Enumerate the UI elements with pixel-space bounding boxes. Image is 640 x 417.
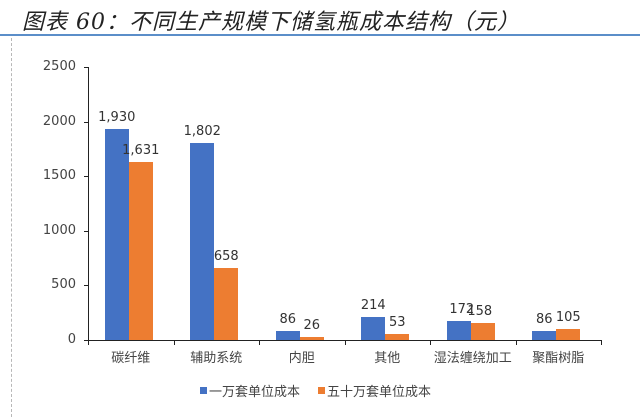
bar-series2 — [128, 161, 153, 340]
y-axis — [88, 67, 89, 341]
y-tick — [84, 67, 89, 68]
x-category-label: 聚酯树脂 — [532, 351, 585, 366]
bar-series1 — [104, 129, 129, 340]
x-tick — [515, 340, 517, 345]
x-tick — [601, 340, 602, 345]
x-category-label: 碳纤维 — [111, 351, 151, 366]
bar-series2 — [299, 337, 324, 340]
bar-series1 — [446, 321, 471, 340]
bar-series1 — [532, 330, 557, 340]
x-tick — [430, 340, 431, 345]
bar-series2 — [556, 328, 581, 340]
data-label: 172 — [449, 302, 475, 318]
legend-swatch-blue — [200, 387, 207, 394]
data-label: 214 — [360, 297, 386, 313]
y-tick-label: 1500 — [42, 168, 76, 184]
legend-item-series1: 一万套单位成本 — [200, 381, 300, 400]
bar-series2 — [214, 268, 239, 340]
bar-series2 — [470, 322, 495, 340]
data-label: 86 — [535, 311, 553, 327]
left-dashed-border — [11, 38, 12, 417]
data-label: 158 — [467, 303, 493, 319]
bar-series1 — [275, 330, 300, 340]
data-label: 658 — [213, 249, 239, 265]
x-tick — [344, 340, 346, 345]
legend-label: 五十万套单位成本 — [327, 385, 432, 400]
bar-series1 — [190, 143, 215, 340]
y-tick — [84, 340, 89, 341]
legend: 一万套单位成本 五十万套单位成本 — [200, 381, 431, 400]
x-category-label: 内胆 — [288, 351, 315, 366]
y-tick — [84, 121, 89, 123]
x-category-label: 辅助系统 — [190, 351, 243, 366]
bar-series1 — [361, 316, 386, 340]
legend-item-series2: 五十万套单位成本 — [318, 381, 431, 400]
y-tick-label: 2500 — [42, 59, 76, 74]
data-label: 105 — [555, 309, 581, 325]
data-label: 86 — [279, 311, 297, 327]
x-tick — [173, 340, 175, 345]
data-label: 1,930 — [98, 110, 136, 126]
y-tick-label: 500 — [51, 277, 76, 293]
x-tick — [88, 340, 89, 345]
x-category-label: 湿法缠绕加工 — [433, 351, 512, 366]
y-tick — [84, 176, 89, 178]
data-label: 26 — [303, 318, 321, 334]
data-label: 1,802 — [183, 124, 221, 140]
legend-swatch-orange — [318, 387, 326, 394]
bar-series2 — [385, 334, 410, 340]
y-tick-label: 0 — [67, 332, 76, 347]
chart-title: 图表 60：不同生产规模下储氢瓶成本结构（元） — [22, 10, 520, 35]
data-label: 53 — [388, 315, 406, 331]
legend-label: 一万套单位成本 — [209, 385, 301, 400]
x-tick — [259, 340, 260, 345]
y-tick — [84, 230, 89, 232]
title-rule — [0, 34, 640, 36]
x-category-label: 其他 — [374, 351, 401, 366]
y-tick — [84, 285, 89, 287]
y-tick-label: 2000 — [42, 113, 76, 129]
data-label: 1,631 — [122, 142, 160, 158]
y-tick-label: 1000 — [42, 222, 76, 238]
